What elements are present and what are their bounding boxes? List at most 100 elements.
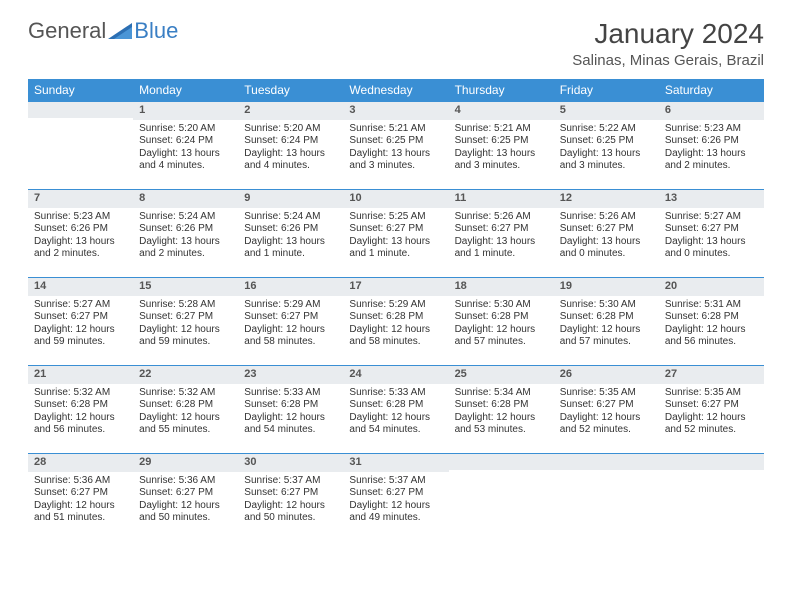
sunrise-text: Sunrise: 5:33 AM (244, 387, 337, 400)
day-number: 19 (554, 277, 659, 296)
sunset-text: Sunset: 6:27 PM (244, 311, 337, 324)
daylight-text: Daylight: 12 hours and 54 minutes. (244, 412, 337, 437)
day-body: Sunrise: 5:22 AMSunset: 6:25 PMDaylight:… (554, 120, 659, 177)
sunrise-text: Sunrise: 5:21 AM (455, 123, 548, 136)
sunset-text: Sunset: 6:27 PM (139, 487, 232, 500)
logo-triangle-icon (108, 21, 132, 41)
calendar-day-cell: 18 Sunrise: 5:30 AMSunset: 6:28 PMDayligh… (449, 277, 554, 365)
sunrise-text: Sunrise: 5:26 AM (560, 211, 653, 224)
day-number: 10 (343, 189, 448, 208)
calendar-day-cell: 15Sunrise: 5:28 AMSunset: 6:27 PMDayligh… (133, 277, 238, 365)
day-number: 13 (659, 189, 764, 208)
day-number: 3 (343, 101, 448, 120)
sunrise-text: Sunrise: 5:27 AM (665, 211, 758, 224)
weekday-header: Sunday (28, 79, 133, 101)
sunset-text: Sunset: 6:28 PM (349, 399, 442, 412)
calendar-day-cell: 7Sunrise: 5:23 AMSunset: 6:26 PMDaylight… (28, 189, 133, 277)
calendar-day-cell: 19Sunrise: 5:30 AMSunset: 6:28 PMDayligh… (554, 277, 659, 365)
weekday-header: Friday (554, 79, 659, 101)
daylight-text: Daylight: 13 hours and 0 minutes. (560, 236, 653, 261)
day-number: 7 (28, 189, 133, 208)
calendar-day-cell: 4Sunrise: 5:21 AMSunset: 6:25 PMDaylight… (449, 101, 554, 189)
sunrise-text: Sunrise: 5:23 AM (665, 123, 758, 136)
calendar-day-cell: 11Sunrise: 5:26 AMSunset: 6:27 PMDayligh… (449, 189, 554, 277)
sunrise-text: Sunrise: 5:37 AM (349, 475, 442, 488)
calendar-day-cell: 12Sunrise: 5:26 AMSunset: 6:27 PMDayligh… (554, 189, 659, 277)
day-number: 18 (449, 277, 554, 296)
daylight-text: Daylight: 12 hours and 50 minutes. (244, 500, 337, 525)
sunrise-text: Sunrise: 5:30 AM (560, 299, 653, 312)
page-header: General Blue January 2024 Salinas, Minas… (28, 18, 764, 69)
day-number: 9 (238, 189, 343, 208)
day-number: 16 (238, 277, 343, 296)
sunset-text: Sunset: 6:26 PM (244, 223, 337, 236)
sunrise-text: Sunrise: 5:21 AM (349, 123, 442, 136)
day-body: Sunrise: 5:32 AMSunset: 6:28 PMDaylight:… (133, 384, 238, 441)
sunrise-text: Sunrise: 5:22 AM (560, 123, 653, 136)
sunrise-text: Sunrise: 5:32 AM (34, 387, 127, 400)
sunrise-text: Sunrise: 5:30 AM (455, 299, 548, 312)
daylight-text: Daylight: 12 hours and 58 minutes. (244, 324, 337, 349)
calendar-day-cell: 25Sunrise: 5:34 AMSunset: 6:28 PMDayligh… (449, 365, 554, 453)
sunrise-text: Sunrise: 5:26 AM (455, 211, 548, 224)
sunset-text: Sunset: 6:27 PM (349, 223, 442, 236)
calendar-day-cell: 3Sunrise: 5:21 AMSunset: 6:25 PMDaylight… (343, 101, 448, 189)
weekday-header: Tuesday (238, 79, 343, 101)
weekday-header: Wednesday (343, 79, 448, 101)
day-number: 28 (28, 453, 133, 472)
day-body: Sunrise: 5:27 AMSunset: 6:27 PMDaylight:… (659, 208, 764, 265)
day-body: Sunrise: 5:37 AMSunset: 6:27 PMDaylight:… (238, 472, 343, 529)
daylight-text: Daylight: 12 hours and 55 minutes. (139, 412, 232, 437)
day-body: Sunrise: 5:36 AMSunset: 6:27 PMDaylight:… (28, 472, 133, 529)
day-number: 30 (238, 453, 343, 472)
day-number: 26 (554, 365, 659, 384)
sunset-text: Sunset: 6:28 PM (560, 311, 653, 324)
daylight-text: Daylight: 12 hours and 53 minutes. (455, 412, 548, 437)
month-title: January 2024 (572, 18, 764, 50)
daylight-text: Daylight: 13 hours and 3 minutes. (455, 148, 548, 173)
daylight-text: Daylight: 13 hours and 4 minutes. (244, 148, 337, 173)
sunrise-text: Sunrise: 5:24 AM (139, 211, 232, 224)
calendar-day-cell: 26Sunrise: 5:35 AMSunset: 6:27 PMDayligh… (554, 365, 659, 453)
sunrise-text: Sunrise: 5:23 AM (34, 211, 127, 224)
logo-text-blue: Blue (134, 18, 178, 44)
calendar-day-cell: 28Sunrise: 5:36 AMSunset: 6:27 PMDayligh… (28, 453, 133, 541)
day-body: Sunrise: 5:21 AMSunset: 6:25 PMDaylight:… (449, 120, 554, 177)
sunset-text: Sunset: 6:27 PM (34, 487, 127, 500)
day-number: 20 (659, 277, 764, 296)
sunrise-text: Sunrise: 5:29 AM (244, 299, 337, 312)
calendar-day-cell (449, 453, 554, 541)
calendar-day-cell: 2Sunrise: 5:20 AMSunset: 6:24 PMDaylight… (238, 101, 343, 189)
day-body: Sunrise: 5:20 AMSunset: 6:24 PMDaylight:… (238, 120, 343, 177)
daylight-text: Daylight: 12 hours and 50 minutes. (139, 500, 232, 525)
sunset-text: Sunset: 6:25 PM (455, 135, 548, 148)
daylight-text: Daylight: 13 hours and 2 minutes. (665, 148, 758, 173)
day-body: Sunrise: 5:26 AMSunset: 6:27 PMDaylight:… (554, 208, 659, 265)
logo-text-general: General (28, 18, 106, 44)
day-number (554, 453, 659, 470)
day-body: Sunrise: 5:26 AMSunset: 6:27 PMDaylight:… (449, 208, 554, 265)
day-number: 8 (133, 189, 238, 208)
day-body: Sunrise: 5:20 AMSunset: 6:24 PMDaylight:… (133, 120, 238, 177)
sunrise-text: Sunrise: 5:20 AM (244, 123, 337, 136)
sunset-text: Sunset: 6:28 PM (349, 311, 442, 324)
sunset-text: Sunset: 6:28 PM (455, 311, 548, 324)
sunrise-text: Sunrise: 5:36 AM (34, 475, 127, 488)
day-number: 22 (133, 365, 238, 384)
calendar-day-cell: 17Sunrise: 5:29 AMSunset: 6:28 PMDayligh… (343, 277, 448, 365)
daylight-text: Daylight: 12 hours and 49 minutes. (349, 500, 442, 525)
calendar-week-row: 7 Sunrise: 5:23 AM Sunset: 6:26 PM Daylight… (28, 189, 764, 277)
calendar-body: 1Sunrise: 5:20 AMSunset: 6:24 PMDaylight… (28, 101, 764, 541)
daylight-text: Daylight: 13 hours and 4 minutes. (139, 148, 232, 173)
calendar-day-cell: 14Sunrise: 5:27 AMSunset: 6:27 PMDayligh… (28, 277, 133, 365)
sunrise-text: Sunrise: 5:28 AM (139, 299, 232, 312)
sunrise-text: Sunrise: 5:36 AM (139, 475, 232, 488)
daylight-text: Daylight: 12 hours and 57 minutes. (455, 324, 548, 349)
daylight-text: Daylight: 12 hours and 54 minutes. (349, 412, 442, 437)
calendar-day-cell: 20Sunrise: 5:31 AMSunset: 6:28 PMDayligh… (659, 277, 764, 365)
day-number: 24 (343, 365, 448, 384)
sunset-text: Sunset: 6:27 PM (34, 311, 127, 324)
day-body: Sunrise: 5:33 AMSunset: 6:28 PMDaylight:… (238, 384, 343, 441)
sunset-text: Sunset: 6:25 PM (560, 135, 653, 148)
calendar-day-cell: 9Sunrise: 5:24 AMSunset: 6:26 PMDaylight… (238, 189, 343, 277)
